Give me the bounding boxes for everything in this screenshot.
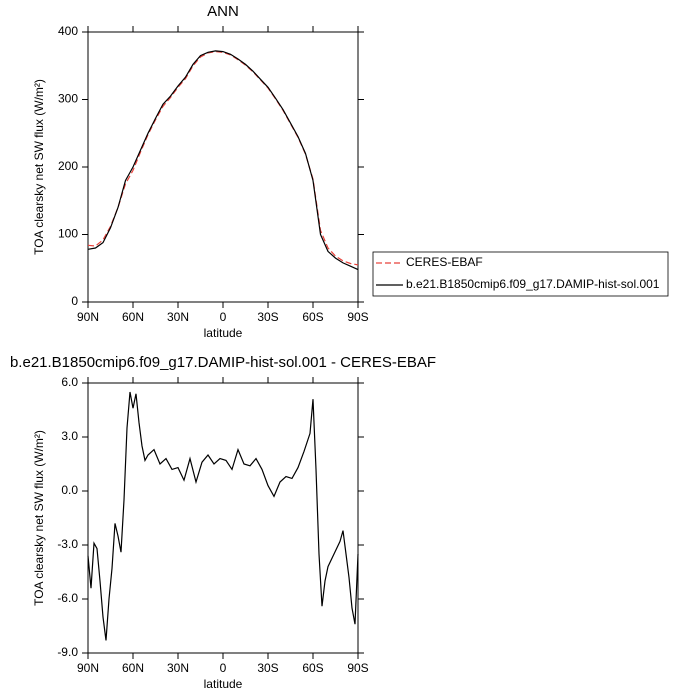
y-tick-label: -9.0 [57,645,78,659]
y-tick-label: -3.0 [57,537,78,551]
y-tick-label: 3.0 [61,429,78,443]
legend-label: b.e21.B1850cmip6.f09_g17.DAMIP-hist-sol.… [406,277,660,291]
y-tick-label: 0 [71,294,78,308]
chart-title: ANN [207,3,239,20]
x-tick-label: 30N [167,661,189,675]
x-tick-label: 90S [347,310,368,324]
x-tick-label: 60N [122,310,144,324]
x-tick-label: 0 [220,661,227,675]
x-tick-label: 90N [77,661,99,675]
y-tick-label: 400 [58,24,78,38]
plot-frame [87,31,359,303]
x-tick-label: 60S [302,661,323,675]
x-tick-label: 60N [122,661,144,675]
y-tick-label: 6.0 [61,375,78,389]
x-tick-label: 30S [257,310,278,324]
data-line [87,391,359,641]
x-tick-label: 30N [167,310,189,324]
data-line [87,50,359,266]
legend-box [372,251,669,297]
y-tick-label: -6.0 [57,591,78,605]
y-tick-label: 200 [58,159,78,173]
y-axis-label: TOA clearsky net SW flux (W/m²) [32,79,46,255]
x-tick-label: 30S [257,661,278,675]
legend-label: CERES-EBAF [406,255,483,269]
x-tick-label: 0 [220,310,227,324]
x-axis-label: latitude [204,677,243,691]
y-tick-label: 300 [58,92,78,106]
x-tick-label: 90S [347,661,368,675]
data-line [87,50,359,271]
y-axis-label: TOA clearsky net SW flux (W/m²) [32,430,46,606]
x-tick-label: 60S [302,310,323,324]
x-axis-label: latitude [204,326,243,340]
y-tick-label: 100 [58,227,78,241]
y-tick-label: 0.0 [61,483,78,497]
chart-title: b.e21.B1850cmip6.f09_g17.DAMIP-hist-sol.… [10,354,436,371]
x-tick-label: 90N [77,310,99,324]
